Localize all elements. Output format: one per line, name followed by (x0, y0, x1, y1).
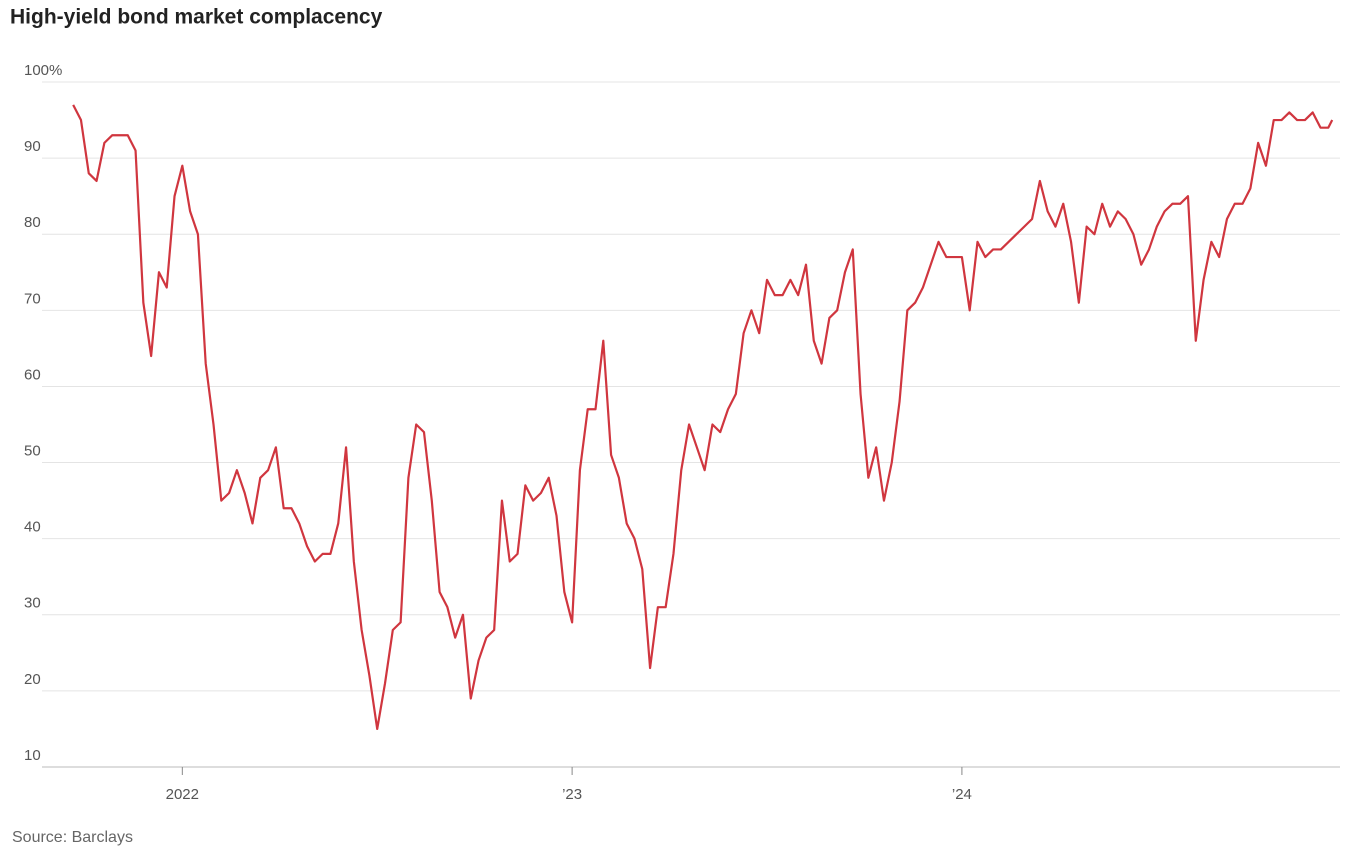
y-tick-label: 90 (24, 138, 41, 155)
chart-title: High-yield bond market complacency (10, 6, 383, 29)
line-series (72, 104, 1334, 731)
y-tick-label: 100% (24, 62, 62, 79)
x-tick-label: ’24 (952, 786, 972, 803)
x-tick-label: ’23 (562, 786, 582, 803)
y-tick-label: 20 (24, 671, 41, 688)
y-tick-label: 70 (24, 290, 41, 307)
y-tick-label: 80 (24, 214, 41, 231)
x-tick-label: 2022 (166, 786, 199, 803)
y-tick-label: 30 (24, 595, 41, 612)
y-tick-label: 40 (24, 519, 41, 536)
y-tick-label: 60 (24, 366, 41, 383)
source: Source: Barclays (12, 829, 133, 846)
y-tick-label: 10 (24, 747, 41, 764)
y-tick-label: 50 (24, 443, 41, 460)
